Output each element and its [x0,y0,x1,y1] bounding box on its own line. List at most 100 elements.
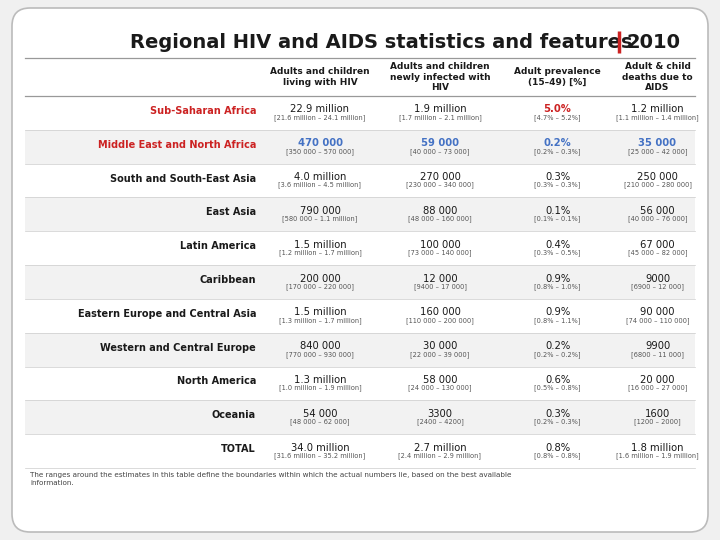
Text: [0.2% – 0.3%]: [0.2% – 0.3%] [534,148,581,154]
Text: [1.1 million – 1.4 million]: [1.1 million – 1.4 million] [616,114,699,121]
Text: South and South-East Asia: South and South-East Asia [110,173,256,184]
Bar [25,400,695,434]
Text: [40 000 – 76 000]: [40 000 – 76 000] [628,215,688,222]
Text: 30 000: 30 000 [423,341,457,351]
Text: 3300: 3300 [428,409,452,419]
Text: 200 000: 200 000 [300,273,341,284]
Text: [3.6 million – 4.5 million]: [3.6 million – 4.5 million] [279,181,361,188]
Text: 20 000: 20 000 [640,375,675,385]
Text: [48 000 – 160 000]: [48 000 – 160 000] [408,215,472,222]
Text: Adult & child
deaths due to
AIDS: Adult & child deaths due to AIDS [622,62,693,92]
Text: Sub-Saharan Africa: Sub-Saharan Africa [150,106,256,116]
Text: 1.5 million: 1.5 million [294,307,346,318]
Text: [350 000 – 570 000]: [350 000 – 570 000] [286,148,354,154]
Text: [0.2% – 0.3%]: [0.2% – 0.3%] [534,418,581,425]
Text: Middle East and North Africa: Middle East and North Africa [98,140,256,150]
Text: information.: information. [30,480,73,486]
Text: 58 000: 58 000 [423,375,457,385]
Text: [230 000 – 340 000]: [230 000 – 340 000] [406,181,474,188]
Text: [210 000 – 280 000]: [210 000 – 280 000] [624,181,691,188]
Text: 2.7 million: 2.7 million [414,443,467,453]
Text: [31.6 million – 35.2 million]: [31.6 million – 35.2 million] [274,452,366,459]
Text: Adult prevalence
(15–49) [%]: Adult prevalence (15–49) [%] [514,68,601,87]
Text: The ranges around the estimates in this table define the boundaries within which: The ranges around the estimates in this … [30,472,511,478]
Text: 840 000: 840 000 [300,341,341,351]
Text: 12 000: 12 000 [423,273,457,284]
Text: 56 000: 56 000 [640,206,675,216]
Bar [25,333,695,367]
Text: [0.3% – 0.3%]: [0.3% – 0.3%] [534,181,581,188]
Text: [110 000 – 200 000]: [110 000 – 200 000] [406,317,474,323]
Text: Regional HIV and AIDS statistics and features: Regional HIV and AIDS statistics and fea… [130,32,632,51]
Text: [45 000 – 82 000]: [45 000 – 82 000] [628,249,688,256]
Text: 59 000: 59 000 [421,138,459,148]
Text: 88 000: 88 000 [423,206,457,216]
Text: 0.4%: 0.4% [545,240,570,249]
Text: [1200 – 2000]: [1200 – 2000] [634,418,681,425]
Text: [1.0 million – 1.9 million]: [1.0 million – 1.9 million] [279,384,361,391]
Text: [0.1% – 0.1%]: [0.1% – 0.1%] [534,215,581,222]
Text: 1.5 million: 1.5 million [294,240,346,249]
Text: [24 000 – 130 000]: [24 000 – 130 000] [408,384,472,391]
Text: TOTAL: TOTAL [221,444,256,454]
Text: [40 000 – 73 000]: [40 000 – 73 000] [410,148,469,154]
Text: Western and Central Europe: Western and Central Europe [100,343,256,353]
Text: [6900 – 12 000]: [6900 – 12 000] [631,283,684,290]
Text: [74 000 – 110 000]: [74 000 – 110 000] [626,317,689,323]
Bar [25,130,695,164]
Text: 0.3%: 0.3% [545,172,570,182]
Text: 4.0 million: 4.0 million [294,172,346,182]
Text: 1600: 1600 [645,409,670,419]
Text: 2010: 2010 [627,32,681,51]
Text: 1.3 million: 1.3 million [294,375,346,385]
Text: [0.3% – 0.5%]: [0.3% – 0.5%] [534,249,581,256]
Text: [170 000 – 220 000]: [170 000 – 220 000] [286,283,354,290]
Text: 5.0%: 5.0% [544,104,572,114]
Text: 790 000: 790 000 [300,206,341,216]
Text: 67 000: 67 000 [640,240,675,249]
Text: 1.8 million: 1.8 million [631,443,684,453]
Text: 160 000: 160 000 [420,307,460,318]
Text: Eastern Europe and Central Asia: Eastern Europe and Central Asia [78,309,256,319]
Text: [9400 – 17 000]: [9400 – 17 000] [413,283,467,290]
Text: Latin America: Latin America [180,241,256,251]
Text: 270 000: 270 000 [420,172,460,182]
Text: [1.3 million – 1.7 million]: [1.3 million – 1.7 million] [279,317,361,323]
Text: 0.3%: 0.3% [545,409,570,419]
Text: [4.7% – 5.2%]: [4.7% – 5.2%] [534,114,581,121]
Text: 0.9%: 0.9% [545,273,570,284]
Text: 100 000: 100 000 [420,240,460,249]
Text: 1.9 million: 1.9 million [414,104,467,114]
Text: [2400 – 4200]: [2400 – 4200] [417,418,464,425]
Text: [770 000 – 930 000]: [770 000 – 930 000] [286,351,354,357]
Text: 0.9%: 0.9% [545,307,570,318]
Bar [25,265,695,299]
Text: [580 000 – 1.1 million]: [580 000 – 1.1 million] [282,215,358,222]
Text: 0.2%: 0.2% [545,341,570,351]
Text: [25 000 – 42 000]: [25 000 – 42 000] [628,148,688,154]
Text: [2.4 million – 2.9 million]: [2.4 million – 2.9 million] [398,452,482,459]
Text: Oceania: Oceania [212,410,256,420]
Text: 9900: 9900 [645,341,670,351]
Text: [16 000 – 27 000]: [16 000 – 27 000] [628,384,688,391]
Text: 0.1%: 0.1% [545,206,570,216]
Text: 35 000: 35 000 [639,138,677,148]
Text: [0.2% – 0.2%]: [0.2% – 0.2%] [534,351,581,357]
Text: 34.0 million: 34.0 million [291,443,349,453]
Text: 22.9 million: 22.9 million [290,104,349,114]
Text: 54 000: 54 000 [302,409,337,419]
Text: [22 000 – 39 000]: [22 000 – 39 000] [410,351,469,357]
Text: 470 000: 470 000 [297,138,343,148]
Text: [0.8% – 0.8%]: [0.8% – 0.8%] [534,452,581,459]
FancyBboxPatch shape [12,8,708,532]
Text: [1.7 million – 2.1 million]: [1.7 million – 2.1 million] [399,114,482,121]
Text: 1.2 million: 1.2 million [631,104,684,114]
Text: 0.2%: 0.2% [544,138,572,148]
Text: [1.6 million – 1.9 million]: [1.6 million – 1.9 million] [616,452,699,459]
Text: 0.8%: 0.8% [545,443,570,453]
Text: 90 000: 90 000 [640,307,675,318]
Bar [25,198,695,231]
Text: East Asia: East Asia [206,207,256,218]
Text: [0.5% – 0.8%]: [0.5% – 0.8%] [534,384,581,391]
Text: [48 000 – 62 000]: [48 000 – 62 000] [290,418,350,425]
